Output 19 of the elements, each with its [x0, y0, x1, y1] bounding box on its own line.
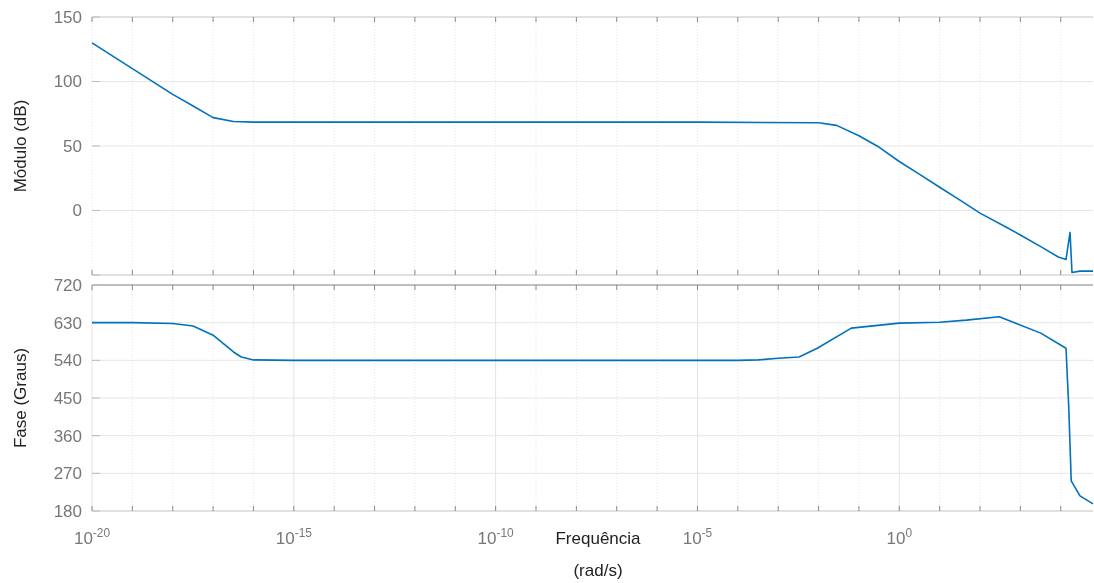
y-tick-label: 720	[53, 275, 82, 295]
x-axis-title: Frequência (rad/s)	[555, 529, 642, 580]
y-tick-label: 180	[53, 501, 82, 521]
y-axis-title: Fase (Graus)	[11, 347, 30, 449]
y-tick-label: 270	[53, 464, 82, 484]
y-tick-label: 50	[63, 136, 82, 156]
x-tick-label: 10$^{-15}$	[275, 526, 313, 548]
x-tick-label: 10$^{-5}$	[682, 526, 713, 548]
x-tick-label: 10$^{0}$	[886, 526, 913, 548]
y-tick-label: 100	[53, 72, 82, 92]
y-tick-label: 150	[53, 7, 82, 27]
x-tick-label: 10$^{-10}$	[477, 526, 515, 548]
y-tick-label: 630	[53, 313, 82, 333]
y-axis-title: Módulo (dB)	[11, 99, 30, 193]
x-tick-label: 10$^{-20}$	[73, 526, 111, 548]
y-tick-label: 360	[53, 426, 82, 446]
y-tick-label: 0	[72, 201, 82, 221]
y-tick-label: 450	[53, 388, 82, 408]
y-tick-label: 540	[53, 351, 82, 371]
